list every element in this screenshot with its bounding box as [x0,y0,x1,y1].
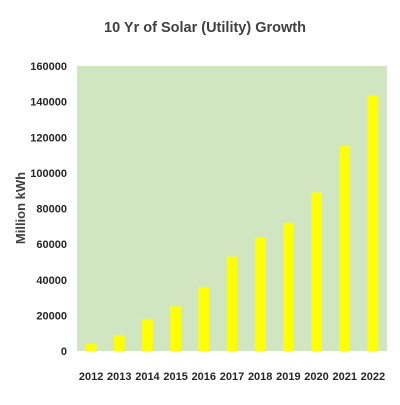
x-tick-label: 2016 [192,371,216,383]
x-tick-label: 2020 [304,371,328,383]
x-tick-label: 2012 [79,371,103,383]
bar-2021 [339,146,351,351]
x-tick-label: 2014 [135,371,160,383]
y-tick-label: 20000 [36,310,67,322]
bar-2014 [142,318,153,351]
bar-2020 [311,192,322,351]
bar-2015 [170,306,181,351]
y-axis-ticks: 0 20000 40000 60000 80000 100000 120000 140000 1… [30,61,67,358]
y-tick-label: 100000 [30,168,67,180]
y-tick-label: 80000 [36,204,67,216]
y-tick-label: 160000 [30,61,67,73]
x-tick-label: 2021 [332,371,356,383]
y-tick-label: 40000 [36,275,67,287]
x-tick-label: 2022 [361,371,385,383]
x-tick-label: 2015 [163,371,187,383]
y-tick-label: 0 [61,346,67,358]
bar-2016 [198,286,210,352]
bar-2012 [85,343,97,352]
x-tick-label: 2019 [276,371,300,383]
x-axis-ticks: 2012 2013 2014 2015 2016 2017 2018 2019 2020 2021… [79,371,385,383]
y-axis-label: Million kWh [13,172,28,244]
bar-2022 [367,95,379,351]
bars [85,95,379,352]
x-tick-label: 2017 [220,371,244,383]
x-tick-label: 2013 [107,371,131,383]
y-tick-label: 60000 [36,239,67,251]
y-tick-label: 120000 [30,132,67,144]
bar-2018 [254,237,266,351]
chart-title: 10 Yr of Solar (Utility) Growth [104,20,306,36]
bar-2013 [113,334,125,351]
x-tick-label: 2018 [248,371,272,383]
bar-2017 [226,256,238,351]
y-tick-label: 140000 [30,97,67,109]
bar-2019 [283,222,294,351]
